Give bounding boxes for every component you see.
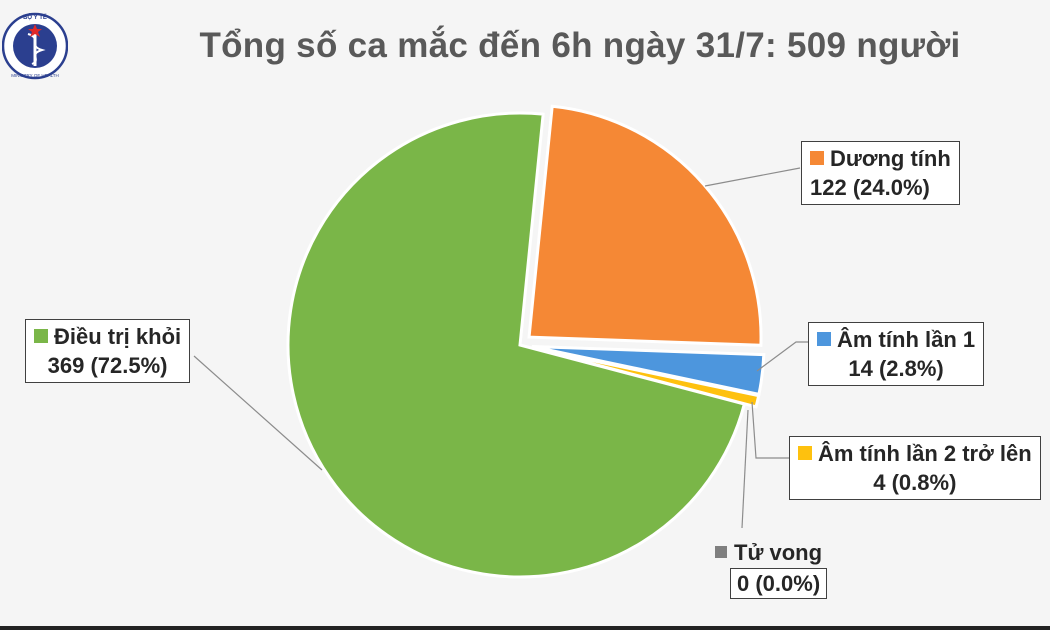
slice-value: 122 (24.0%): [810, 175, 930, 200]
label-am-tinh-lan-2: Âm tính lần 2 trở lên 4 (0.8%): [789, 436, 1041, 500]
slice-value: 369 (72.5%): [47, 353, 168, 378]
slice-name: Điều trị khỏi: [54, 324, 182, 349]
slice-value: 0 (0.0%): [737, 571, 821, 596]
label-tu-vong: Tử vong: [734, 538, 822, 567]
label-am-tinh-lan-1: Âm tính lần 1 14 (2.8%): [808, 322, 985, 386]
slice-name: Dương tính: [830, 146, 951, 171]
legend-swatch-blue: [817, 332, 831, 346]
ministry-of-health-logo: BỘ Y TẾ MINISTRY OF HEALTH: [2, 12, 68, 80]
leader-line-am-tinh-lan-1: [756, 341, 808, 372]
chart-title: Tổng số ca mắc đến 6h ngày 31/7: 509 ngư…: [199, 26, 961, 65]
legend-swatch-yellow: [798, 446, 812, 460]
slice-name: Âm tính lần 1: [837, 327, 976, 352]
leader-line-am-tinh-lan-2: [751, 401, 790, 459]
legend-swatch-green: [34, 329, 48, 343]
pie-slice-1: [527, 104, 763, 347]
slice-name: Âm tính lần 2 trở lên: [818, 441, 1032, 466]
slice-name: Tử vong: [734, 540, 823, 565]
leader-line-tu-vong: [741, 409, 749, 529]
label-tu-vong-value: 0 (0.0%): [730, 568, 828, 599]
slice-value: 4 (0.8%): [873, 470, 957, 495]
leader-line-dieu-tri-khoi: [193, 355, 323, 471]
label-dieu-tri-khoi: Điều trị khỏi 369 (72.5%): [25, 319, 191, 383]
pie-slice-0: [286, 111, 747, 579]
legend-swatch-gray: [715, 546, 727, 558]
svg-text:MINISTRY OF HEALTH: MINISTRY OF HEALTH: [11, 73, 59, 78]
label-duong-tinh: Dương tính 122 (24.0%): [801, 141, 960, 205]
leader-line-duong-tinh: [704, 167, 801, 187]
bottom-border: [0, 626, 1050, 630]
legend-swatch-orange: [810, 151, 824, 165]
svg-text:BỘ Y TẾ: BỘ Y TẾ: [23, 13, 47, 21]
slice-value: 14 (2.8%): [848, 356, 944, 381]
